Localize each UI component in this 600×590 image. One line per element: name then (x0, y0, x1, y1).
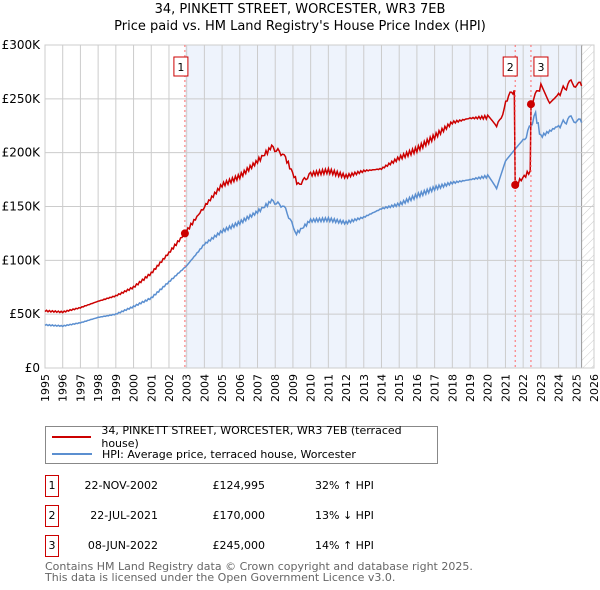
y-tick-label: £100K (2, 253, 42, 267)
sale-point (511, 180, 520, 189)
price-chart: 1 2 3 1995 1996 1997 1998 1999 2000 2001 2002 2003 2… (2, 38, 600, 402)
transaction-date: 08-JUN-2022 (87, 539, 158, 552)
x-tick-label: 1998 (92, 374, 105, 402)
x-tick-label: 2003 (181, 374, 194, 402)
x-tick-label: 2024 (553, 374, 566, 402)
transaction-hpi-diff: 13% ↓ HPI (315, 509, 374, 522)
transaction-price: £170,000 (212, 509, 266, 522)
transaction-date: 22-JUL-2021 (90, 509, 158, 522)
footer: Contains HM Land Registry data © Crown c… (45, 561, 473, 583)
x-tick-label: 2015 (393, 374, 406, 402)
y-tick-label: £0 (25, 361, 40, 375)
sale-label-box (502, 56, 518, 77)
footer-line: Contains HM Land Registry data © Crown c… (45, 560, 473, 573)
legend-label: HPI: Average price, terraced house, Worc… (102, 447, 356, 461)
transaction-hpi-diff: 32% ↑ HPI (315, 479, 374, 492)
y-tick-label: £250K (2, 92, 42, 106)
legend-item-property: 34, PINKETT STREET, WORCESTER, WR3 7EB (… (52, 424, 437, 450)
transaction-hpi-diff: 14% ↑ HPI (315, 539, 374, 552)
sale-label: 2 (507, 61, 514, 74)
x-tick-label: 2001 (145, 374, 158, 402)
plot-border (44, 44, 595, 369)
x-tick-label: 1999 (110, 374, 123, 402)
x-tick-label: 2000 (128, 374, 141, 402)
x-tick-label: 2025 (570, 374, 583, 402)
x-tick-label: 2010 (305, 374, 318, 402)
transaction-marker: 2 (45, 505, 59, 527)
transaction-date: 22-NOV-2002 (84, 479, 158, 492)
x-tick-label: 1997 (74, 374, 87, 402)
x-tick-label: 2011 (322, 374, 335, 402)
x-tick-label: 2005 (216, 374, 229, 402)
x-tick-label: 2023 (535, 374, 548, 402)
transaction-marker: 3 (45, 535, 59, 557)
y-tick-label: £200K (2, 146, 42, 160)
x-tick-label: 2013 (358, 374, 371, 402)
footer-line: This data is licensed under the Open Gov… (45, 571, 396, 584)
legend: 34, PINKETT STREET, WORCESTER, WR3 7EB (… (45, 424, 438, 464)
sale-label-box (533, 56, 549, 77)
x-tick-label: 2016 (411, 374, 424, 402)
x-tick-label: 2002 (163, 374, 176, 402)
x-tick-label: 2022 (517, 374, 530, 402)
sale-label: 3 (537, 61, 544, 74)
x-tick-label: 2008 (269, 374, 282, 402)
y-tick-label: £300K (2, 38, 42, 52)
x-tick-label: 2021 (499, 374, 512, 402)
chart-subtitle: Price paid vs. HM Land Registry's House … (114, 19, 486, 34)
x-tick-label: 1996 (57, 374, 70, 402)
x-tick-label: 2014 (375, 374, 388, 402)
sale-label-box (173, 56, 189, 77)
x-tick-label: 2006 (234, 374, 247, 402)
x-tick-label: 2017 (429, 374, 442, 402)
y-tick-label: £50K (9, 307, 41, 321)
x-tick-label: 2018 (446, 374, 459, 402)
x-tick-label: 2019 (464, 374, 477, 402)
chart-title: 34, PINKETT STREET, WORCESTER, WR3 7EB (154, 2, 446, 17)
x-tick-label: 2009 (287, 374, 300, 402)
transaction-marker: 1 (45, 475, 59, 497)
legend-label: 34, PINKETT STREET, WORCESTER, WR3 7EB (… (101, 424, 402, 450)
property-series-line (44, 78, 583, 314)
legend-item-hpi: HPI: Average price, terraced house, Worc… (52, 446, 356, 462)
y-tick-label: £150K (2, 200, 42, 214)
transaction-price: £245,000 (212, 539, 266, 552)
legend-swatch-blue (52, 453, 92, 455)
sale-point (526, 100, 535, 109)
x-tick-label: 2020 (482, 374, 495, 402)
legend-swatch-red (52, 436, 92, 438)
x-tick-label: 2007 (252, 374, 265, 402)
sale-point (180, 229, 189, 238)
x-tick-label: 2026 (588, 374, 600, 402)
transaction-price: £124,995 (212, 479, 266, 492)
x-tick-label: 2012 (340, 374, 353, 402)
x-tick-label: 1995 (39, 374, 52, 402)
hpi-series-line (44, 109, 583, 328)
x-tick-label: 2004 (198, 374, 211, 402)
sale-label: 1 (177, 61, 184, 74)
